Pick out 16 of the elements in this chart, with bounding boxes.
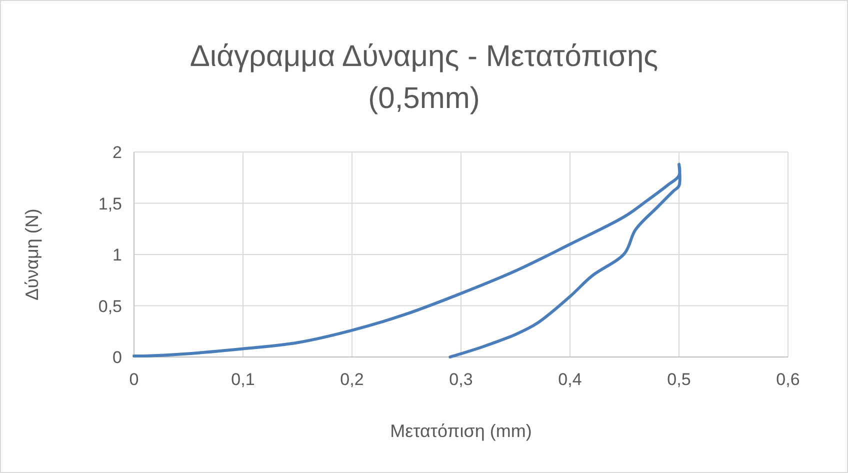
- y-axis-title: Δύναμη (N): [22, 208, 42, 300]
- x-tick-label: 0: [129, 370, 139, 389]
- x-tick-label: 0,4: [558, 370, 582, 389]
- x-tick-label: 0,2: [340, 370, 364, 389]
- y-tick-label: 0: [112, 348, 122, 367]
- y-tick-label: 1,5: [98, 194, 122, 214]
- x-tick-label: 0,5: [667, 370, 691, 389]
- x-tick-label: 0,6: [776, 370, 800, 389]
- y-tick-label: 2: [112, 143, 122, 162]
- y-tick-label: 1: [112, 246, 122, 264]
- line-series: [132, 162, 682, 358]
- chart-title: Διάγραμμα Δύναμης - Μετατόπισης (0,5mm): [190, 40, 658, 115]
- x-tick-label: 0,1: [231, 370, 255, 389]
- x-tick-label: 0,3: [449, 370, 473, 389]
- x-axis-title: Μετατόπιση (mm): [390, 421, 532, 441]
- y-tick-label: 0,5: [98, 296, 122, 316]
